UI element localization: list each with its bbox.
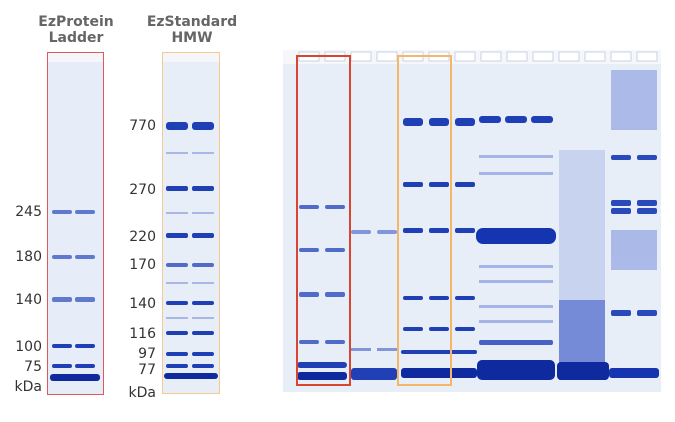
sds-page-gel <box>283 50 661 392</box>
ezprotein-ladder-strip <box>47 52 104 395</box>
ezstandard-hmw-strip <box>162 52 220 394</box>
marker-170: 170 <box>129 257 156 273</box>
ezstandard-hmw-frame <box>162 52 220 394</box>
ezstandard-title-line1: EzStandard <box>146 14 238 30</box>
gel-hmw-highlight-box <box>397 55 452 386</box>
gel-ladder-highlight-box <box>296 55 351 386</box>
marker-97: 97 <box>138 346 156 362</box>
marker-116: 116 <box>129 326 156 342</box>
marker-140b: 140 <box>129 296 156 312</box>
marker-770: 770 <box>129 118 156 134</box>
ezprotein-ladder-frame <box>47 52 104 395</box>
kda-unit-2: kDa <box>128 385 156 401</box>
ezstandard-hmw-title: EzStandard HMW <box>142 14 242 46</box>
marker-220: 220 <box>129 229 156 245</box>
ezstandard-hmw-bands <box>162 52 220 379</box>
marker-245: 245 <box>15 204 42 220</box>
marker-180: 180 <box>15 249 42 265</box>
ezprotein-ladder-bands <box>47 52 104 381</box>
marker-140: 140 <box>15 292 42 308</box>
ezstandard-title-line2: HMW <box>171 30 213 46</box>
marker-77: 77 <box>138 362 156 378</box>
marker-100: 100 <box>15 339 42 355</box>
marker-75: 75 <box>24 359 42 375</box>
ezprotein-title-line1: EzProtein <box>38 14 114 30</box>
marker-270: 270 <box>129 182 156 198</box>
kda-unit-1: kDa <box>14 379 42 395</box>
ezprotein-ladder-title: EzProtein Ladder <box>34 14 118 46</box>
ezprotein-title-line2: Ladder <box>48 30 104 46</box>
